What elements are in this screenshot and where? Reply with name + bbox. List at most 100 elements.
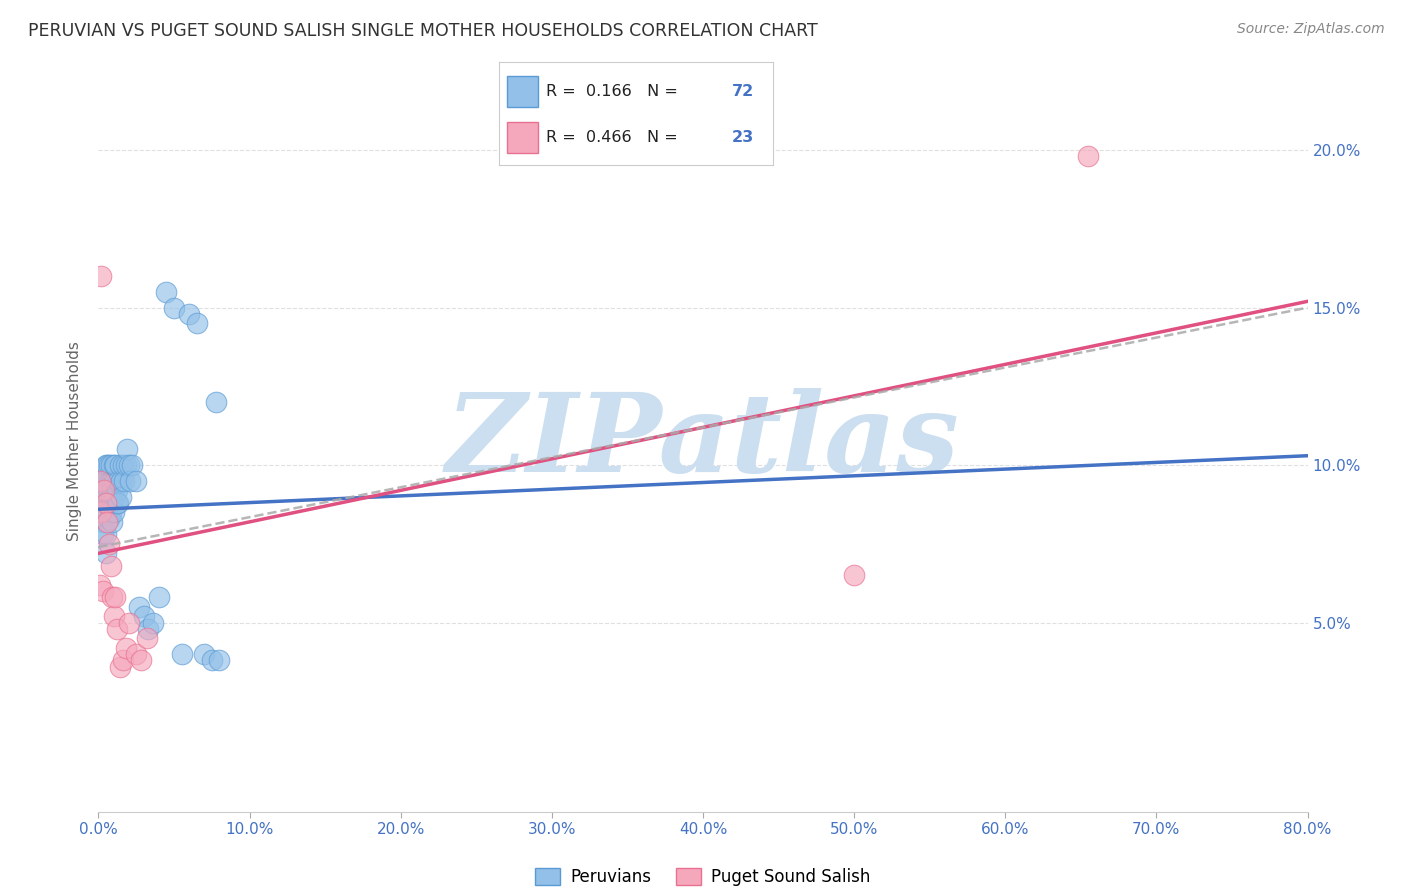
Point bbox=[121, 458, 143, 472]
Point bbox=[96, 480, 118, 494]
Text: R =  0.166   N =: R = 0.166 N = bbox=[546, 84, 683, 99]
Point bbox=[136, 622, 159, 636]
Point bbox=[104, 458, 127, 472]
Point bbox=[844, 568, 866, 582]
Text: Source: ZipAtlas.com: Source: ZipAtlas.com bbox=[1237, 22, 1385, 37]
Point bbox=[96, 505, 118, 519]
Point bbox=[98, 496, 121, 510]
Point bbox=[135, 632, 157, 646]
Point bbox=[93, 483, 115, 498]
Point bbox=[148, 591, 170, 605]
Point bbox=[91, 474, 114, 488]
Text: R =  0.466   N =: R = 0.466 N = bbox=[546, 130, 683, 145]
Point bbox=[101, 474, 124, 488]
Point bbox=[105, 483, 128, 498]
Point bbox=[101, 483, 124, 498]
Point bbox=[96, 490, 118, 504]
Point bbox=[100, 474, 122, 488]
Point bbox=[93, 496, 115, 510]
Point bbox=[110, 490, 132, 504]
Point bbox=[94, 474, 117, 488]
Point bbox=[163, 301, 186, 315]
Point bbox=[118, 615, 141, 630]
Point bbox=[93, 515, 115, 529]
Point bbox=[100, 490, 122, 504]
Point bbox=[107, 496, 129, 510]
Point bbox=[104, 591, 127, 605]
Point bbox=[98, 537, 121, 551]
Point bbox=[108, 458, 131, 472]
Point bbox=[120, 474, 142, 488]
Point bbox=[142, 615, 165, 630]
Text: ZIPatlas: ZIPatlas bbox=[446, 388, 960, 495]
Point bbox=[170, 647, 193, 661]
Point bbox=[112, 474, 135, 488]
Point bbox=[91, 505, 114, 519]
Point bbox=[90, 496, 112, 510]
Point bbox=[208, 653, 231, 667]
FancyBboxPatch shape bbox=[508, 122, 537, 153]
Point bbox=[101, 515, 124, 529]
Point bbox=[90, 483, 112, 498]
Point bbox=[186, 317, 208, 331]
Point bbox=[115, 442, 138, 457]
Point bbox=[101, 496, 124, 510]
Point bbox=[129, 653, 152, 667]
Point bbox=[98, 483, 121, 498]
Legend: Peruvians, Puget Sound Salish: Peruvians, Puget Sound Salish bbox=[529, 862, 877, 892]
Point bbox=[201, 653, 224, 667]
Point bbox=[105, 496, 128, 510]
Point bbox=[100, 559, 122, 574]
Point bbox=[107, 474, 129, 488]
Point bbox=[1077, 149, 1099, 163]
Point bbox=[93, 474, 115, 488]
Text: 72: 72 bbox=[733, 84, 755, 99]
Point bbox=[98, 458, 121, 472]
Point bbox=[100, 505, 122, 519]
Point bbox=[96, 515, 118, 529]
Point bbox=[205, 395, 228, 409]
Point bbox=[132, 609, 155, 624]
Point bbox=[114, 458, 136, 472]
Point bbox=[103, 490, 125, 504]
Point bbox=[103, 474, 125, 488]
Point bbox=[100, 458, 122, 472]
Point bbox=[94, 496, 117, 510]
Point bbox=[96, 458, 118, 472]
Text: PERUVIAN VS PUGET SOUND SALISH SINGLE MOTHER HOUSEHOLDS CORRELATION CHART: PERUVIAN VS PUGET SOUND SALISH SINGLE MO… bbox=[28, 22, 818, 40]
Point bbox=[179, 307, 201, 321]
Point bbox=[98, 474, 121, 488]
Point bbox=[103, 505, 125, 519]
Y-axis label: Single Mother Households: Single Mother Households bbox=[67, 342, 83, 541]
Point bbox=[94, 458, 117, 472]
Point bbox=[91, 527, 114, 541]
Point bbox=[110, 474, 132, 488]
Point bbox=[104, 474, 127, 488]
Point bbox=[105, 622, 128, 636]
Point bbox=[193, 647, 215, 661]
Point bbox=[118, 458, 141, 472]
Text: 23: 23 bbox=[733, 130, 755, 145]
Point bbox=[90, 505, 112, 519]
Point bbox=[128, 599, 150, 614]
Point bbox=[91, 584, 114, 599]
Point bbox=[94, 490, 117, 504]
FancyBboxPatch shape bbox=[508, 76, 537, 106]
Point bbox=[111, 653, 134, 667]
Point bbox=[125, 474, 148, 488]
Point bbox=[89, 474, 111, 488]
Point bbox=[91, 490, 114, 504]
Point bbox=[89, 490, 111, 504]
Point bbox=[94, 505, 117, 519]
Point bbox=[90, 269, 112, 284]
Point bbox=[155, 285, 177, 299]
Point bbox=[94, 527, 117, 541]
Point bbox=[89, 505, 111, 519]
Point bbox=[125, 647, 148, 661]
Point bbox=[101, 591, 124, 605]
Point bbox=[111, 458, 134, 472]
Point bbox=[114, 640, 136, 655]
Point bbox=[93, 483, 115, 498]
Point bbox=[108, 660, 131, 674]
Point bbox=[103, 458, 125, 472]
